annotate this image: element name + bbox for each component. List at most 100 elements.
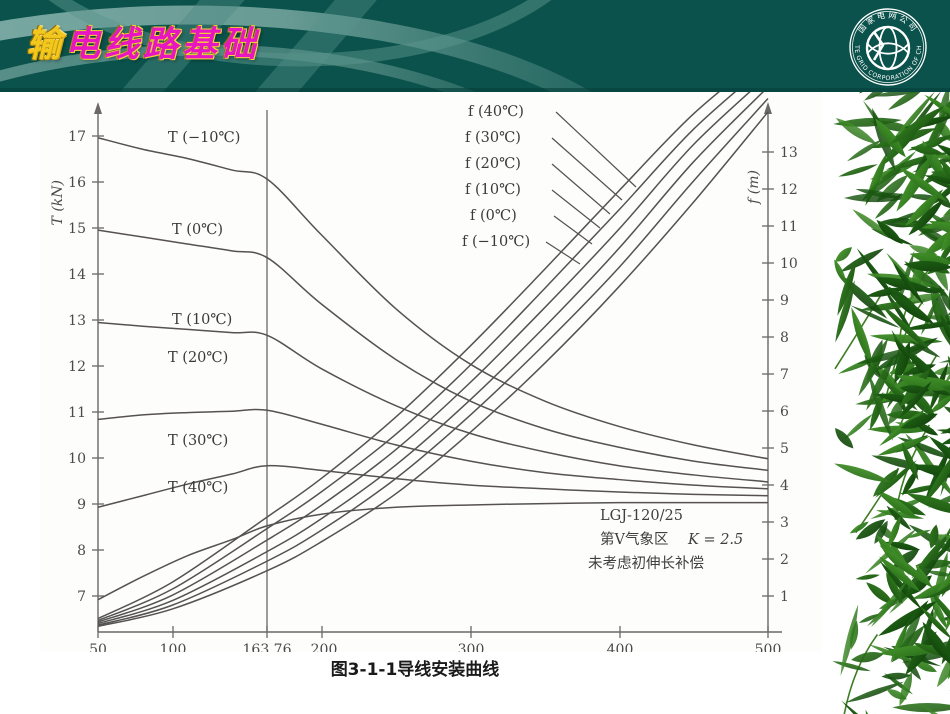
curve-label-f-minus10: f (−10℃): [462, 234, 530, 250]
bamboo-leaf: [879, 560, 923, 611]
bamboo-leaf: [858, 613, 880, 623]
curve-label-t-30: T (30℃): [168, 433, 228, 449]
curve-f30: [97, 92, 737, 622]
bamboo-leaf: [866, 582, 895, 605]
bamboo-leaf: [929, 524, 939, 549]
bamboo-leaf: [941, 221, 950, 252]
curve-t30: [97, 464, 769, 508]
curve-tminus10: [97, 136, 769, 460]
bamboo-leaf: [852, 209, 893, 240]
bamboo-leaf: [894, 337, 912, 360]
y2-tick-label: 7: [780, 367, 789, 383]
curve-label-t-40: T (40℃): [168, 480, 228, 496]
y2-tick-label: 10: [780, 256, 798, 272]
bamboo-leaf: [929, 154, 950, 160]
bamboo-leaf: [920, 606, 950, 640]
bamboo-leaf: [866, 355, 894, 411]
page-title-rest: 电线路基础: [65, 24, 261, 65]
curve-label-f-10: f (10℃): [465, 182, 521, 198]
y2-tick-label: 2: [780, 552, 789, 568]
bamboo-leaf: [903, 600, 929, 630]
y-tick-label: 8: [77, 543, 86, 559]
curve-label-f-0: f (0℃): [470, 208, 517, 224]
bamboo-leaf: [844, 681, 904, 703]
bamboo-leaf: [942, 350, 950, 387]
curve-label-f-40: f (40℃): [468, 104, 524, 120]
y2-tick-label: 9: [780, 293, 789, 309]
page-title-first-char: 输: [26, 24, 66, 65]
bamboo-leaf: [927, 178, 950, 197]
bamboo-leaf: [889, 293, 935, 325]
f-curve-labels: f (40℃) f (30℃) f (20℃) f (10℃) f (0℃) f…: [462, 104, 637, 265]
bamboo-leaf: [879, 545, 934, 589]
y2-tick-label: 6: [780, 404, 789, 420]
y2-tick-label: 5: [780, 441, 789, 457]
bamboo-leaf: [855, 574, 880, 580]
annotation-conductor: LGJ-120/25: [600, 508, 683, 524]
bamboo-leaf: [855, 519, 886, 540]
bamboo-leaf: [907, 493, 950, 515]
left-axis-ticks: 17 16 15 14 13 12 11 10 9 8 7: [68, 129, 104, 605]
bamboo-leaf: [858, 337, 889, 397]
bamboo-leaf: [905, 189, 944, 226]
bamboo-leaf: [839, 248, 884, 273]
bamboo-leaf: [878, 490, 918, 519]
installation-curve-figure: 17 16 15 14 13 12 11 10 9 8 7 T (kN): [40, 92, 830, 652]
bamboo-leaf: [868, 374, 893, 441]
bamboo-leaf: [930, 170, 950, 180]
chart-annotation: LGJ-120/25 第V气象区 K = 2.5 未考虑初伸长补偿: [588, 508, 743, 572]
bamboo-leaf: [874, 460, 917, 498]
bamboo-stem: [843, 633, 879, 714]
bamboo-leaf: [939, 285, 950, 315]
y-tick-label: 10: [68, 451, 86, 467]
curve-label-f-30: f (30℃): [465, 130, 521, 146]
bamboo-leaves-illustration: [822, 92, 950, 714]
y-tick-label: 14: [68, 267, 86, 283]
state-grid-logo-icon: 国家电网公司 STATE GRID CORPORATION OF CHINA: [845, 2, 927, 86]
bamboo-leaf: [901, 320, 950, 331]
curve-label-f-20: f (20℃): [465, 156, 521, 172]
y2-tick-label: 3: [780, 515, 789, 531]
curve-label-t-0: T (0℃): [172, 222, 223, 238]
curve-label-t-minus10: T (−10℃): [168, 130, 240, 146]
bamboo-leaf: [940, 158, 950, 193]
bamboo-leaf: [888, 397, 904, 425]
y-tick-label: 7: [77, 589, 86, 605]
bamboo-leaf: [841, 700, 890, 714]
bamboo-decoration-image: [822, 92, 950, 714]
bamboo-leaf: [939, 313, 950, 352]
bamboo-leaf: [899, 381, 932, 418]
y-tick-label: 11: [68, 405, 86, 421]
y2-tick-label: 4: [780, 478, 789, 494]
bamboo-leaf: [838, 164, 878, 177]
y-tick-label: 17: [68, 129, 86, 145]
y2-tick-label: 13: [780, 145, 798, 161]
y-tick-label: 13: [68, 313, 86, 329]
x-tick-label: 500: [755, 642, 782, 652]
bamboo-leaf: [885, 541, 921, 551]
bamboo-leaf: [923, 175, 950, 187]
bamboo-leaf: [909, 252, 950, 266]
bamboo-leaf: [846, 139, 883, 162]
bamboo-leaf: [875, 118, 906, 158]
bamboo-leaf: [843, 192, 915, 203]
annotation-note: 未考虑初伸长补偿: [588, 555, 704, 572]
curve-f0: [97, 97, 769, 626]
slide-content-area: 的应力弧垂与温度的关系 在施工安装时按照 对于不同的档距应 弧垂最大值出现在 温…: [0, 92, 950, 714]
y2-tick-label: 11: [780, 219, 798, 235]
bamboo-leaf: [886, 689, 907, 700]
state-grid-logo: 国家电网公司 STATE GRID CORPORATION OF CHINA: [845, 2, 928, 87]
curve-label-t-20: T (20℃): [168, 350, 228, 366]
y2-axis-title: f (m): [746, 170, 762, 205]
bamboo-leaf: [870, 92, 930, 97]
curve-f40: [97, 92, 720, 620]
bamboo-leaf: [899, 167, 948, 202]
bamboo-leaf: [908, 199, 944, 236]
x-tick-label: 400: [607, 642, 634, 652]
bamboo-leaf: [864, 92, 897, 101]
bamboo-leaf: [880, 303, 931, 352]
left-axis: [94, 102, 102, 632]
bamboo-leaf: [924, 442, 950, 504]
curve-t20: [97, 408, 769, 490]
y-tick-label: 12: [68, 359, 86, 375]
